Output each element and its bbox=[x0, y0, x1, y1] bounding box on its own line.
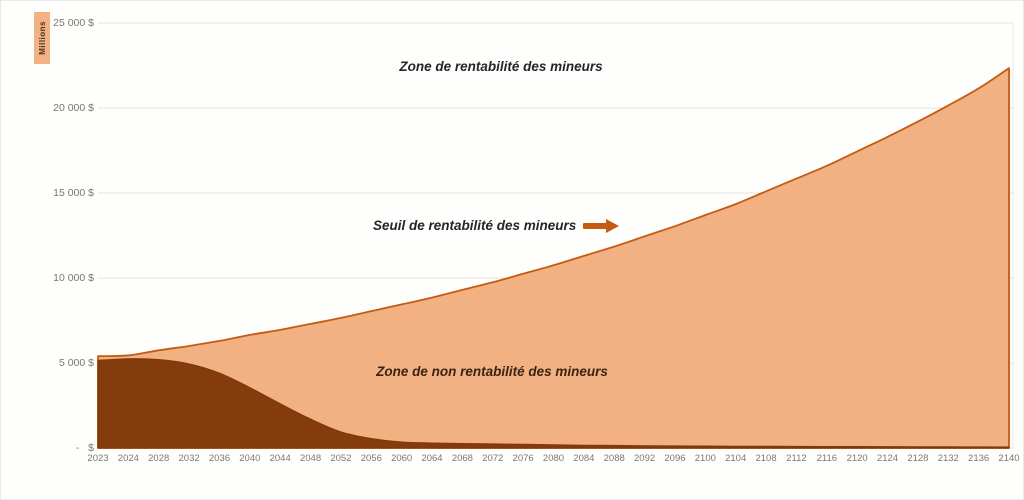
right-arrow-icon bbox=[583, 218, 620, 233]
y-axis-tick-label: 5 000 $ bbox=[58, 357, 94, 369]
x-axis-tick-label: 2044 bbox=[269, 453, 291, 464]
x-axis-tick-label: 2032 bbox=[178, 453, 200, 464]
cost-area-series bbox=[97, 358, 1010, 449]
x-axis-tick-label: 2060 bbox=[391, 453, 413, 464]
y-axis-tick-label: - $ bbox=[75, 442, 94, 454]
x-axis-tick-label: 2140 bbox=[998, 453, 1020, 464]
x-axis-tick-label: 2100 bbox=[694, 453, 716, 464]
x-axis-tick-label: 2124 bbox=[876, 453, 899, 464]
x-axis-tick-label: 2023 bbox=[87, 453, 109, 464]
x-axis-tick-label: 2072 bbox=[482, 453, 504, 464]
x-axis-tick-label: 2120 bbox=[846, 453, 868, 464]
x-axis-tick-label: 2036 bbox=[208, 453, 231, 464]
x-axis-tick-label: 2028 bbox=[148, 453, 170, 464]
x-axis-tick-label: 2132 bbox=[937, 453, 959, 464]
x-axis-tick-label: 2056 bbox=[360, 453, 382, 464]
x-axis-tick-label: 2104 bbox=[725, 453, 747, 464]
breakeven-annotation: Seuil de rentabilité des mineurs bbox=[373, 218, 620, 233]
x-axis-tick-label: 2040 bbox=[239, 453, 261, 464]
x-axis-tick-label: 2088 bbox=[603, 453, 625, 464]
x-axis-tick-label: 2076 bbox=[512, 453, 534, 464]
x-axis-tick-label: 2080 bbox=[542, 453, 565, 464]
x-axis-tick-label: 2136 bbox=[968, 453, 990, 464]
y-axis-tick-label: 20 000 $ bbox=[53, 102, 94, 114]
x-axis-tick-label: 2064 bbox=[421, 453, 443, 464]
y-axis-tick-label: 10 000 $ bbox=[53, 272, 94, 284]
y-axis-tick-label: 15 000 $ bbox=[53, 187, 94, 199]
x-axis-tick-label: 2112 bbox=[786, 453, 807, 464]
x-axis-tick-label: 2116 bbox=[816, 453, 838, 464]
x-axis-tick-label: 2092 bbox=[634, 453, 656, 464]
x-axis-tick-label: 2068 bbox=[451, 453, 473, 464]
loss-zone-label: Zone de non rentabilité des mineurs bbox=[376, 364, 608, 379]
x-axis-tick-label: 2024 bbox=[117, 453, 139, 464]
x-axis-tick-label: 2108 bbox=[755, 453, 777, 464]
revenue-area-series bbox=[97, 67, 1010, 449]
x-axis-tick-label: 2096 bbox=[664, 453, 686, 464]
y-axis-tick-label: 25 000 $ bbox=[53, 17, 94, 29]
x-axis-tick-label: 2048 bbox=[299, 453, 322, 464]
x-axis-tick-label: 2128 bbox=[907, 453, 929, 464]
x-axis-tick-label: 2084 bbox=[573, 453, 595, 464]
profit-zone-label: Zone de rentabilité des mineurs bbox=[399, 59, 603, 74]
x-axis-tick-label: 2052 bbox=[330, 453, 352, 464]
breakeven-label: Seuil de rentabilité des mineurs bbox=[373, 218, 577, 233]
y-axis-unit-box: Millions bbox=[34, 12, 50, 64]
